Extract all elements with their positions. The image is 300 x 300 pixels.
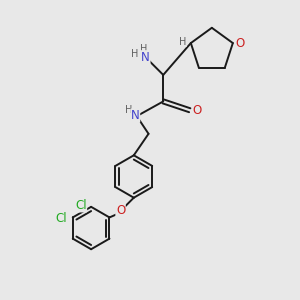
- Text: N: N: [131, 109, 140, 122]
- Text: H: H: [131, 49, 138, 59]
- Text: O: O: [193, 104, 202, 117]
- Text: Cl: Cl: [56, 212, 68, 225]
- Text: H: H: [179, 37, 186, 46]
- Text: O: O: [236, 37, 245, 50]
- Text: H: H: [125, 105, 132, 115]
- Text: Cl: Cl: [75, 199, 87, 212]
- Text: N: N: [141, 51, 150, 64]
- Text: H: H: [140, 44, 148, 54]
- Text: O: O: [116, 205, 125, 218]
